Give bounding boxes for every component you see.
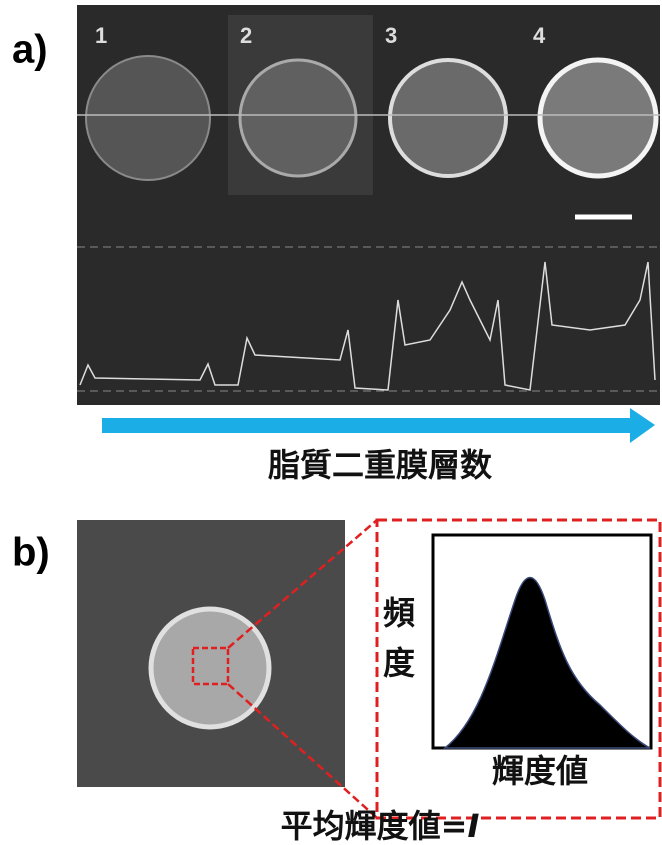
vesicle-number: 3 <box>385 23 397 48</box>
figure: a) 1 2 3 4 脂質二重膜層数 b) 頻 度 輝度値 平均輝度値=I <box>0 0 662 845</box>
caption: 平均輝度値=I <box>281 807 480 845</box>
y-axis-char: 頻 <box>383 594 415 632</box>
caption-symbol: I <box>467 807 479 845</box>
arrow-shaft <box>102 418 632 433</box>
vesicle-number: 4 <box>533 23 546 48</box>
arrow-caption: 脂質二重膜層数 <box>268 446 493 484</box>
panel-label: b) <box>12 531 50 575</box>
vesicle <box>240 60 356 176</box>
vesicle <box>390 60 506 176</box>
y-axis-char: 度 <box>383 644 415 682</box>
panel-label: a) <box>12 28 48 72</box>
vesicle <box>86 56 210 180</box>
vesicle-number: 1 <box>95 23 107 48</box>
x-axis-label: 輝度値 <box>492 752 588 790</box>
vesicle <box>540 60 656 176</box>
caption-text: 平均輝度値= <box>281 807 468 845</box>
arrow-head <box>630 408 655 443</box>
vesicle-number: 2 <box>240 23 252 48</box>
